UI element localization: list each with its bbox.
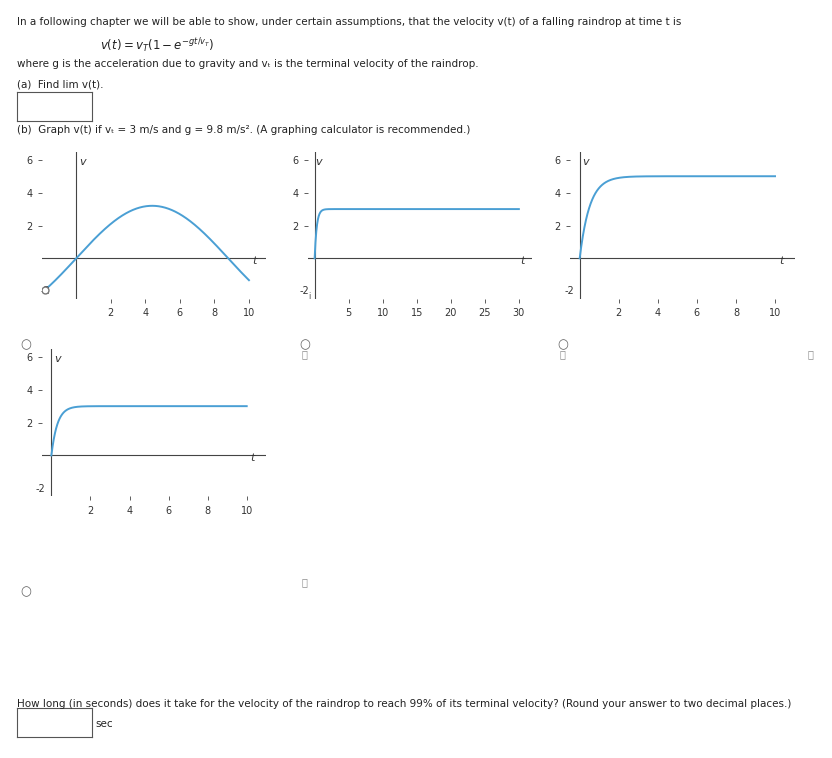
Text: v: v xyxy=(582,157,589,167)
Text: t: t xyxy=(779,255,783,266)
Text: -2: -2 xyxy=(41,287,50,296)
Text: v: v xyxy=(54,353,61,364)
Text: i: i xyxy=(308,293,310,302)
Text: v: v xyxy=(315,157,322,167)
Text: ⓘ: ⓘ xyxy=(301,577,307,587)
Text: (a)  Find lim v(t).: (a) Find lim v(t). xyxy=(17,80,103,89)
Text: ⓘ: ⓘ xyxy=(560,349,566,359)
Text: How long (in seconds) does it take for the velocity of the raindrop to reach 99%: How long (in seconds) does it take for t… xyxy=(17,699,791,709)
Text: -2: -2 xyxy=(564,287,574,296)
Text: t: t xyxy=(252,255,257,266)
Text: ○: ○ xyxy=(300,338,310,352)
Text: ○: ○ xyxy=(21,584,32,598)
Text: -2: -2 xyxy=(36,484,46,493)
Text: t: t xyxy=(520,255,525,266)
Text: ⓘ: ⓘ xyxy=(807,349,813,359)
Text: ○: ○ xyxy=(557,338,568,352)
Text: ○: ○ xyxy=(21,338,32,352)
Text: (b)  Graph v(t) if vₜ = 3 m/s and g = 9.8 m/s². (A graphing calculator is recomm: (b) Graph v(t) if vₜ = 3 m/s and g = 9.8… xyxy=(17,125,470,135)
Text: $v(t) = v_T(1 - e^{-gt/v_T})$: $v(t) = v_T(1 - e^{-gt/v_T})$ xyxy=(100,36,215,55)
Text: t: t xyxy=(250,453,255,463)
Text: where g is the acceleration due to gravity and vₜ is the terminal velocity of th: where g is the acceleration due to gravi… xyxy=(17,59,478,69)
Text: In a following chapter we will be able to show, under certain assumptions, that : In a following chapter we will be able t… xyxy=(17,17,681,27)
Text: -2: -2 xyxy=(300,287,310,296)
Text: sec: sec xyxy=(96,719,113,729)
Text: ⓘ: ⓘ xyxy=(301,349,307,359)
Text: v: v xyxy=(79,157,86,167)
